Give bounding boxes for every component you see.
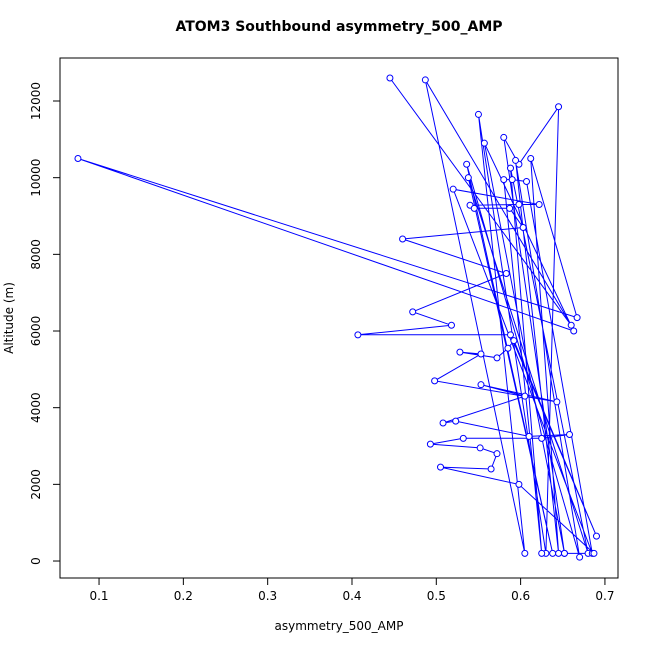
point (576, 553, 584, 561)
point (555, 103, 563, 111)
point (463, 160, 471, 168)
plot-frame (59, 57, 619, 579)
point (506, 204, 514, 212)
point (553, 398, 561, 406)
point (519, 224, 527, 232)
point (502, 270, 510, 278)
point (590, 549, 598, 557)
point (500, 133, 508, 141)
point (560, 549, 568, 557)
point (74, 155, 82, 163)
y-tick-label: 4000 (29, 392, 43, 423)
point (527, 155, 535, 163)
point (515, 480, 523, 488)
point (573, 314, 581, 322)
y-tick-label: 0 (29, 557, 43, 565)
point (354, 331, 362, 339)
y-tick-label: 8000 (29, 239, 43, 270)
point (535, 201, 543, 209)
point (439, 419, 447, 427)
point (470, 204, 478, 212)
point (426, 440, 434, 448)
x-tick-label: 0.1 (89, 589, 108, 603)
point (456, 348, 464, 356)
point (506, 164, 514, 172)
point (399, 235, 407, 243)
point (449, 185, 457, 193)
point (487, 465, 495, 473)
point (510, 337, 518, 345)
point (493, 450, 501, 458)
point (538, 549, 546, 557)
x-axis-label: asymmetry_500_AMP (275, 619, 404, 633)
point (504, 344, 512, 352)
point (437, 463, 445, 471)
point (566, 431, 574, 439)
point (592, 532, 600, 540)
x-tick-label: 0.4 (342, 589, 361, 603)
x-tick-label: 0.7 (595, 589, 614, 603)
y-tick-label: 12000 (29, 82, 43, 120)
point (515, 201, 523, 209)
point (549, 549, 557, 557)
point (421, 76, 429, 84)
point (506, 331, 514, 339)
point (567, 321, 575, 329)
point (493, 354, 501, 362)
point (431, 377, 439, 385)
point (521, 549, 529, 557)
point (476, 444, 484, 452)
point (386, 74, 394, 82)
chart-title: ATOM3 Southbound asymmetry_500_AMP (175, 19, 502, 35)
point (570, 327, 578, 335)
y-tick-label: 6000 (29, 316, 43, 347)
point (523, 178, 531, 186)
point (477, 350, 485, 358)
y-tick-label: 10000 (29, 159, 43, 197)
point (447, 321, 455, 329)
x-tick-label: 0.6 (511, 589, 530, 603)
point (480, 139, 488, 147)
point (512, 156, 520, 164)
point (452, 417, 460, 425)
point (464, 174, 472, 182)
y-tick-label: 2000 (29, 469, 43, 500)
point (538, 434, 546, 442)
y-axis-label: Altitude (m) (2, 282, 16, 354)
point (525, 432, 533, 440)
x-tick-label: 0.5 (427, 589, 446, 603)
point (474, 110, 482, 118)
x-tick-label: 0.2 (174, 589, 193, 603)
point (555, 549, 563, 557)
point (459, 434, 467, 442)
point (500, 176, 508, 184)
point (521, 392, 529, 400)
point (508, 176, 516, 184)
x-tick-label: 0.3 (258, 589, 277, 603)
point (409, 308, 417, 316)
point (477, 381, 485, 389)
